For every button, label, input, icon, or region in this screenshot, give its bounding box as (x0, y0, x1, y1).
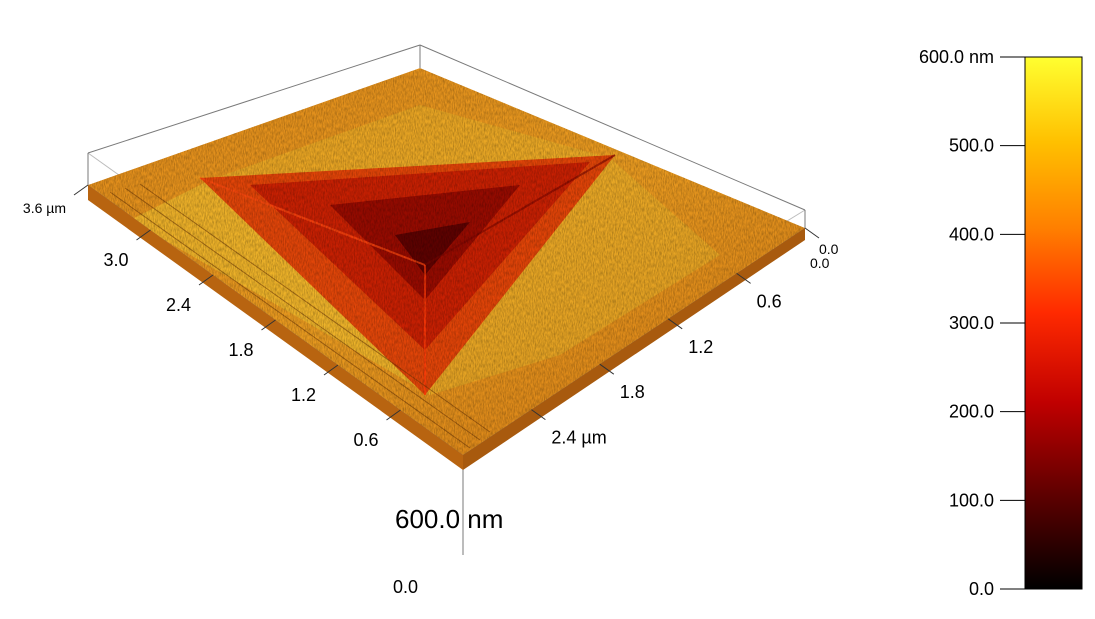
colorbar-ticks: 600.0 nm 500.0 400.0 300.0 200.0 100.0 0.0 (919, 47, 1025, 599)
right-axis-labels: 0.0 0.6 1.2 1.8 2.4 µm (551, 241, 838, 448)
right-axis-tick (531, 409, 546, 421)
colorbar-tick-label: 400.0 (949, 224, 994, 244)
colorbar-gradient (1024, 56, 1083, 590)
left-axis-tick (323, 364, 339, 376)
colorbar-tick-label: 300.0 (949, 313, 994, 333)
right-axis-tick (736, 272, 751, 284)
back-corner-label: 0.0 (810, 255, 830, 271)
left-axis-tick-label: 1.8 (228, 340, 253, 360)
right-axis-tick-label: 0.6 (757, 291, 782, 311)
left-axis-tick (136, 229, 151, 241)
colorbar: 600.0 nm 500.0 400.0 300.0 200.0 100.0 0.0 (919, 47, 1083, 599)
surface-front-right-wall (463, 228, 805, 470)
right-axis-tick (804, 227, 820, 239)
right-axis-tick (667, 318, 683, 330)
colorbar-tick-label: 200.0 (949, 402, 994, 422)
z-axis-bottom-label: 0.0 (393, 577, 418, 597)
left-axis-tick-label: 3.6 µm (23, 200, 66, 216)
colorbar-tick-label: 0.0 (969, 579, 994, 599)
right-axis-ticks (531, 227, 820, 421)
left-axis-labels: 3.6 µm 3.0 2.4 1.8 1.2 0.6 (23, 200, 379, 450)
left-axis-tick (386, 409, 401, 421)
right-axis-tick-label: 2.4 µm (551, 428, 606, 448)
left-axis-tick (73, 184, 89, 196)
right-axis-tick-label: 1.8 (620, 382, 645, 402)
colorbar-tick-label: 500.0 (949, 136, 994, 156)
left-axis-tick (261, 319, 276, 331)
left-axis-tick (198, 274, 214, 286)
left-axis-tick-label: 1.2 (291, 385, 316, 405)
colorbar-tick-label: 600.0 nm (919, 47, 994, 67)
colorbar-tick-label: 100.0 (949, 490, 994, 510)
left-axis-tick-label: 2.4 (166, 295, 191, 315)
right-axis-tick-label: 0.0 (819, 241, 839, 257)
left-axis-tick-label: 3.0 (103, 250, 128, 270)
right-axis-tick (599, 363, 615, 375)
right-axis-tick-label: 1.2 (688, 337, 713, 357)
z-axis-top-label: 600.0 nm (395, 504, 503, 534)
left-axis-tick-label: 0.6 (353, 430, 378, 450)
left-axis-ticks (73, 184, 401, 421)
surface-front-left-wall (88, 185, 463, 470)
